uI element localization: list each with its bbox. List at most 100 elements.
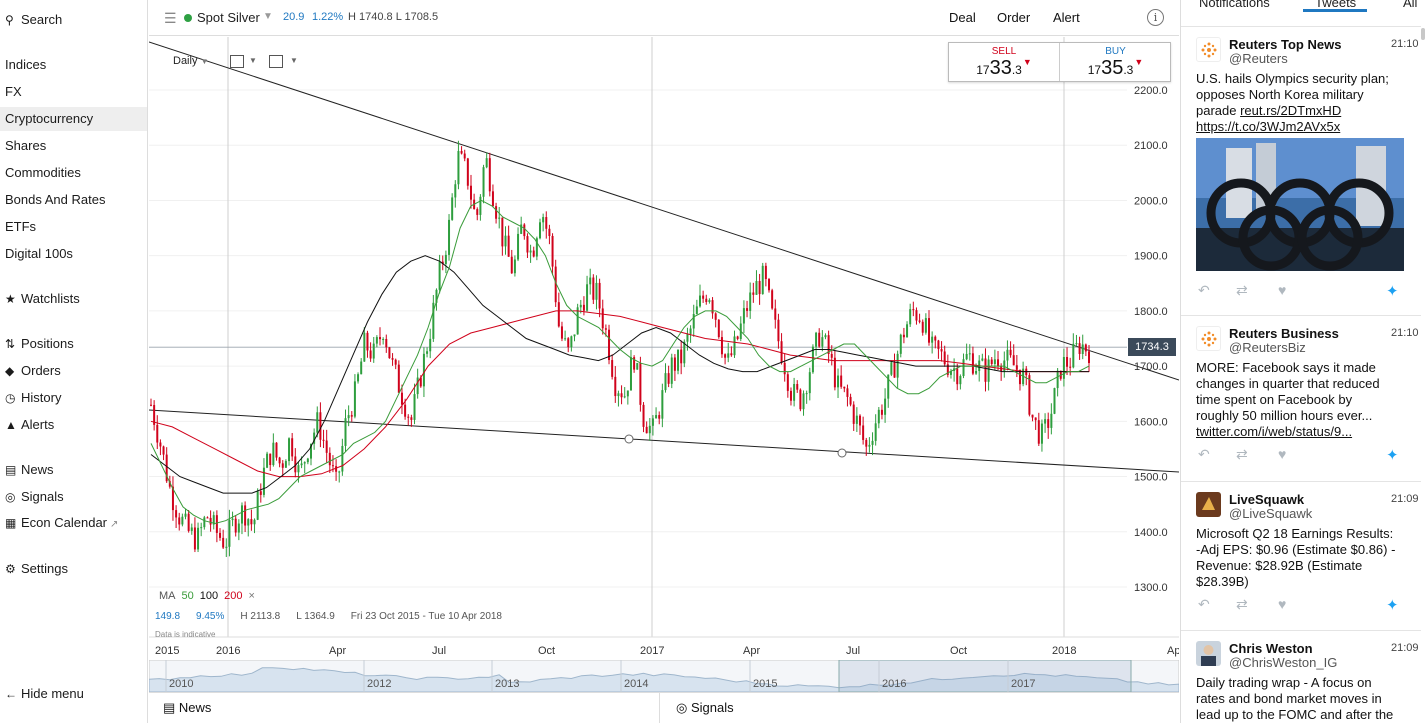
buy-button[interactable]: BUY 1735.3▼ (1060, 43, 1171, 81)
candle-body (711, 300, 714, 314)
sidebar-item-label: History (21, 390, 62, 405)
sidebar-item-etfs[interactable]: ETFs (0, 215, 147, 239)
tweet-author[interactable]: Reuters Business (1229, 326, 1339, 341)
tab-all[interactable]: All (1403, 0, 1418, 10)
tweet-author[interactable]: Chris Weston (1229, 641, 1313, 656)
candle-body (294, 456, 297, 473)
tweet-author[interactable]: Reuters Top News (1229, 37, 1342, 52)
retweet-icon[interactable]: ⇄ (1236, 282, 1248, 298)
sidebar-item-econ-calendar[interactable]: ▦ Econ Calendar ↗ (0, 511, 147, 535)
tweet-item[interactable]: Reuters Business 21:10 @ReutersBiz MORE:… (1181, 315, 1421, 480)
reply-icon[interactable]: ↶ (1198, 282, 1210, 298)
sidebar-item-signals[interactable]: ◎ Signals (0, 485, 147, 509)
interval-select[interactable]: Daily ▼ (173, 55, 208, 67)
hide-menu-button[interactable]: ← Hide menu (0, 682, 147, 706)
heart-icon[interactable]: ♥ (1278, 282, 1287, 298)
sidebar-item-bonds-and-rates[interactable]: Bonds And Rates (0, 188, 147, 212)
candle-body (200, 527, 203, 529)
candle-body (372, 343, 375, 359)
tweet-handle[interactable]: @LiveSquawk (1229, 506, 1313, 521)
close-icon[interactable]: × (248, 590, 255, 602)
navigator-window[interactable] (838, 660, 1132, 692)
sidebar-item-commodities[interactable]: Commodities (0, 161, 147, 185)
tweet-handle[interactable]: @ReutersBiz (1229, 340, 1306, 355)
candle-body (981, 358, 984, 361)
reply-icon[interactable]: ↶ (1198, 596, 1210, 612)
candle-body (717, 319, 720, 338)
tab-tweets[interactable]: Tweets (1315, 0, 1357, 10)
chart-canvas[interactable]: 2200.0 2100.0 2000.0 1900.0 1800.0 1700.0 1600… (149, 37, 1179, 660)
candle-body (664, 373, 667, 391)
retweet-icon[interactable]: ⇄ (1236, 446, 1248, 462)
candle-body (357, 374, 360, 382)
sidebar-item-alerts[interactable]: ▲ Alerts (0, 413, 147, 437)
sidebar-item-watchlists[interactable]: ★ Watchlists (0, 287, 147, 311)
chevron-down-icon[interactable]: ▼ (290, 56, 298, 65)
reply-icon[interactable]: ↶ (1198, 446, 1210, 462)
twitter-bird-icon[interactable]: ✦ (1386, 447, 1399, 464)
current-price-tag: 1734.3 (1128, 338, 1176, 356)
sidebar-item-news[interactable]: ▤ News (0, 458, 147, 482)
chart-type-icon[interactable] (230, 55, 244, 68)
ma100-label[interactable]: 100 (199, 590, 219, 602)
sidebar-item-history[interactable]: ◷ History (0, 386, 147, 410)
candle-body (843, 386, 846, 389)
candle-body (746, 308, 749, 311)
candle-body (573, 334, 576, 337)
tweet-link[interactable]: https://t.co/3WJm2AVx5x (1196, 119, 1341, 134)
instrument-name[interactable]: Spot Silver (197, 10, 260, 25)
tweet-handle[interactable]: @Reuters (1229, 51, 1288, 66)
sidebar-item-label: Bonds And Rates (5, 192, 106, 207)
twitter-bird-icon[interactable]: ✦ (1386, 597, 1399, 614)
candle-body (658, 415, 661, 419)
candle-body (918, 320, 921, 322)
tweet-author[interactable]: LiveSquawk (1229, 492, 1305, 507)
search-link[interactable]: ⚲ Search (0, 8, 147, 32)
ma200-label[interactable]: 200 (224, 590, 243, 602)
sidebar-item-digital-100s[interactable]: Digital 100s (0, 242, 147, 266)
info-icon[interactable]: i (1147, 9, 1164, 26)
indicators-icon[interactable] (269, 55, 283, 68)
heart-icon[interactable]: ♥ (1278, 596, 1287, 612)
alert-button[interactable]: Alert (1053, 10, 1080, 25)
tweet-item[interactable]: Reuters Top News 21:10 @Reuters U.S. hai… (1181, 26, 1421, 314)
candle-body (413, 394, 416, 420)
tweet-link[interactable]: reut.rs/2DTmxHD (1240, 103, 1342, 118)
chevron-down-icon[interactable]: ▼ (263, 11, 273, 22)
ma50-label[interactable]: 50 (181, 590, 194, 602)
news-tab[interactable]: ▤ News (163, 700, 211, 716)
hamburger-icon[interactable]: ☰ (164, 10, 177, 26)
scrollbar-thumb[interactable] (1421, 28, 1425, 40)
tweet-line: -Adj EPS: $0.96 (Estimate $0.86) - (1196, 542, 1396, 557)
candle-body (617, 393, 620, 397)
candle-body (262, 467, 265, 495)
x-tick-label: 2018 (1052, 645, 1076, 657)
candle-body (705, 298, 708, 302)
tweet-handle[interactable]: @ChrisWeston_IG (1229, 655, 1338, 670)
tweet-item[interactable]: LiveSquawk 21:09 @LiveSquawk Microsoft Q… (1181, 481, 1421, 629)
tab-notifications[interactable]: Notifications (1199, 0, 1270, 10)
sidebar-item-positions[interactable]: ⇅ Positions (0, 332, 147, 356)
sidebar-item-cryptocurrency[interactable]: Cryptocurrency (0, 107, 147, 131)
signals-tab[interactable]: ◎ Signals (676, 700, 734, 716)
sidebar-item-shares[interactable]: Shares (0, 134, 147, 158)
sidebar-item-indices[interactable]: Indices (0, 53, 147, 77)
candle-body (284, 461, 287, 468)
chevron-down-icon[interactable]: ▼ (249, 56, 257, 65)
sidebar-item-label: Alerts (21, 417, 55, 432)
sidebar-item-fx[interactable]: FX (0, 80, 147, 104)
deal-button[interactable]: Deal (949, 10, 976, 25)
olympic-rings-photo[interactable] (1196, 138, 1404, 271)
price-chart[interactable]: 2200.0 2100.0 2000.0 1900.0 1800.0 1700.0 1600… (149, 37, 1179, 660)
sell-button[interactable]: SELL 1733.3▼ (949, 43, 1060, 81)
twitter-bird-icon[interactable]: ✦ (1386, 283, 1399, 300)
order-button[interactable]: Order (997, 10, 1031, 25)
heart-icon[interactable]: ♥ (1278, 446, 1287, 462)
tweet-link[interactable]: twitter.com/i/web/status/9... (1196, 424, 1353, 439)
sidebar-item-settings[interactable]: ⚙ Settings (0, 557, 147, 581)
candle-body (469, 185, 472, 200)
chart-navigator[interactable]: 2010 2012 2013 2014 2015 2016 2017 (149, 660, 1179, 692)
tweet-item[interactable]: Chris Weston 21:09 @ChrisWeston_IG Daily… (1181, 630, 1421, 723)
retweet-icon[interactable]: ⇄ (1236, 596, 1248, 612)
sidebar-item-orders[interactable]: ◆ Orders (0, 359, 147, 383)
